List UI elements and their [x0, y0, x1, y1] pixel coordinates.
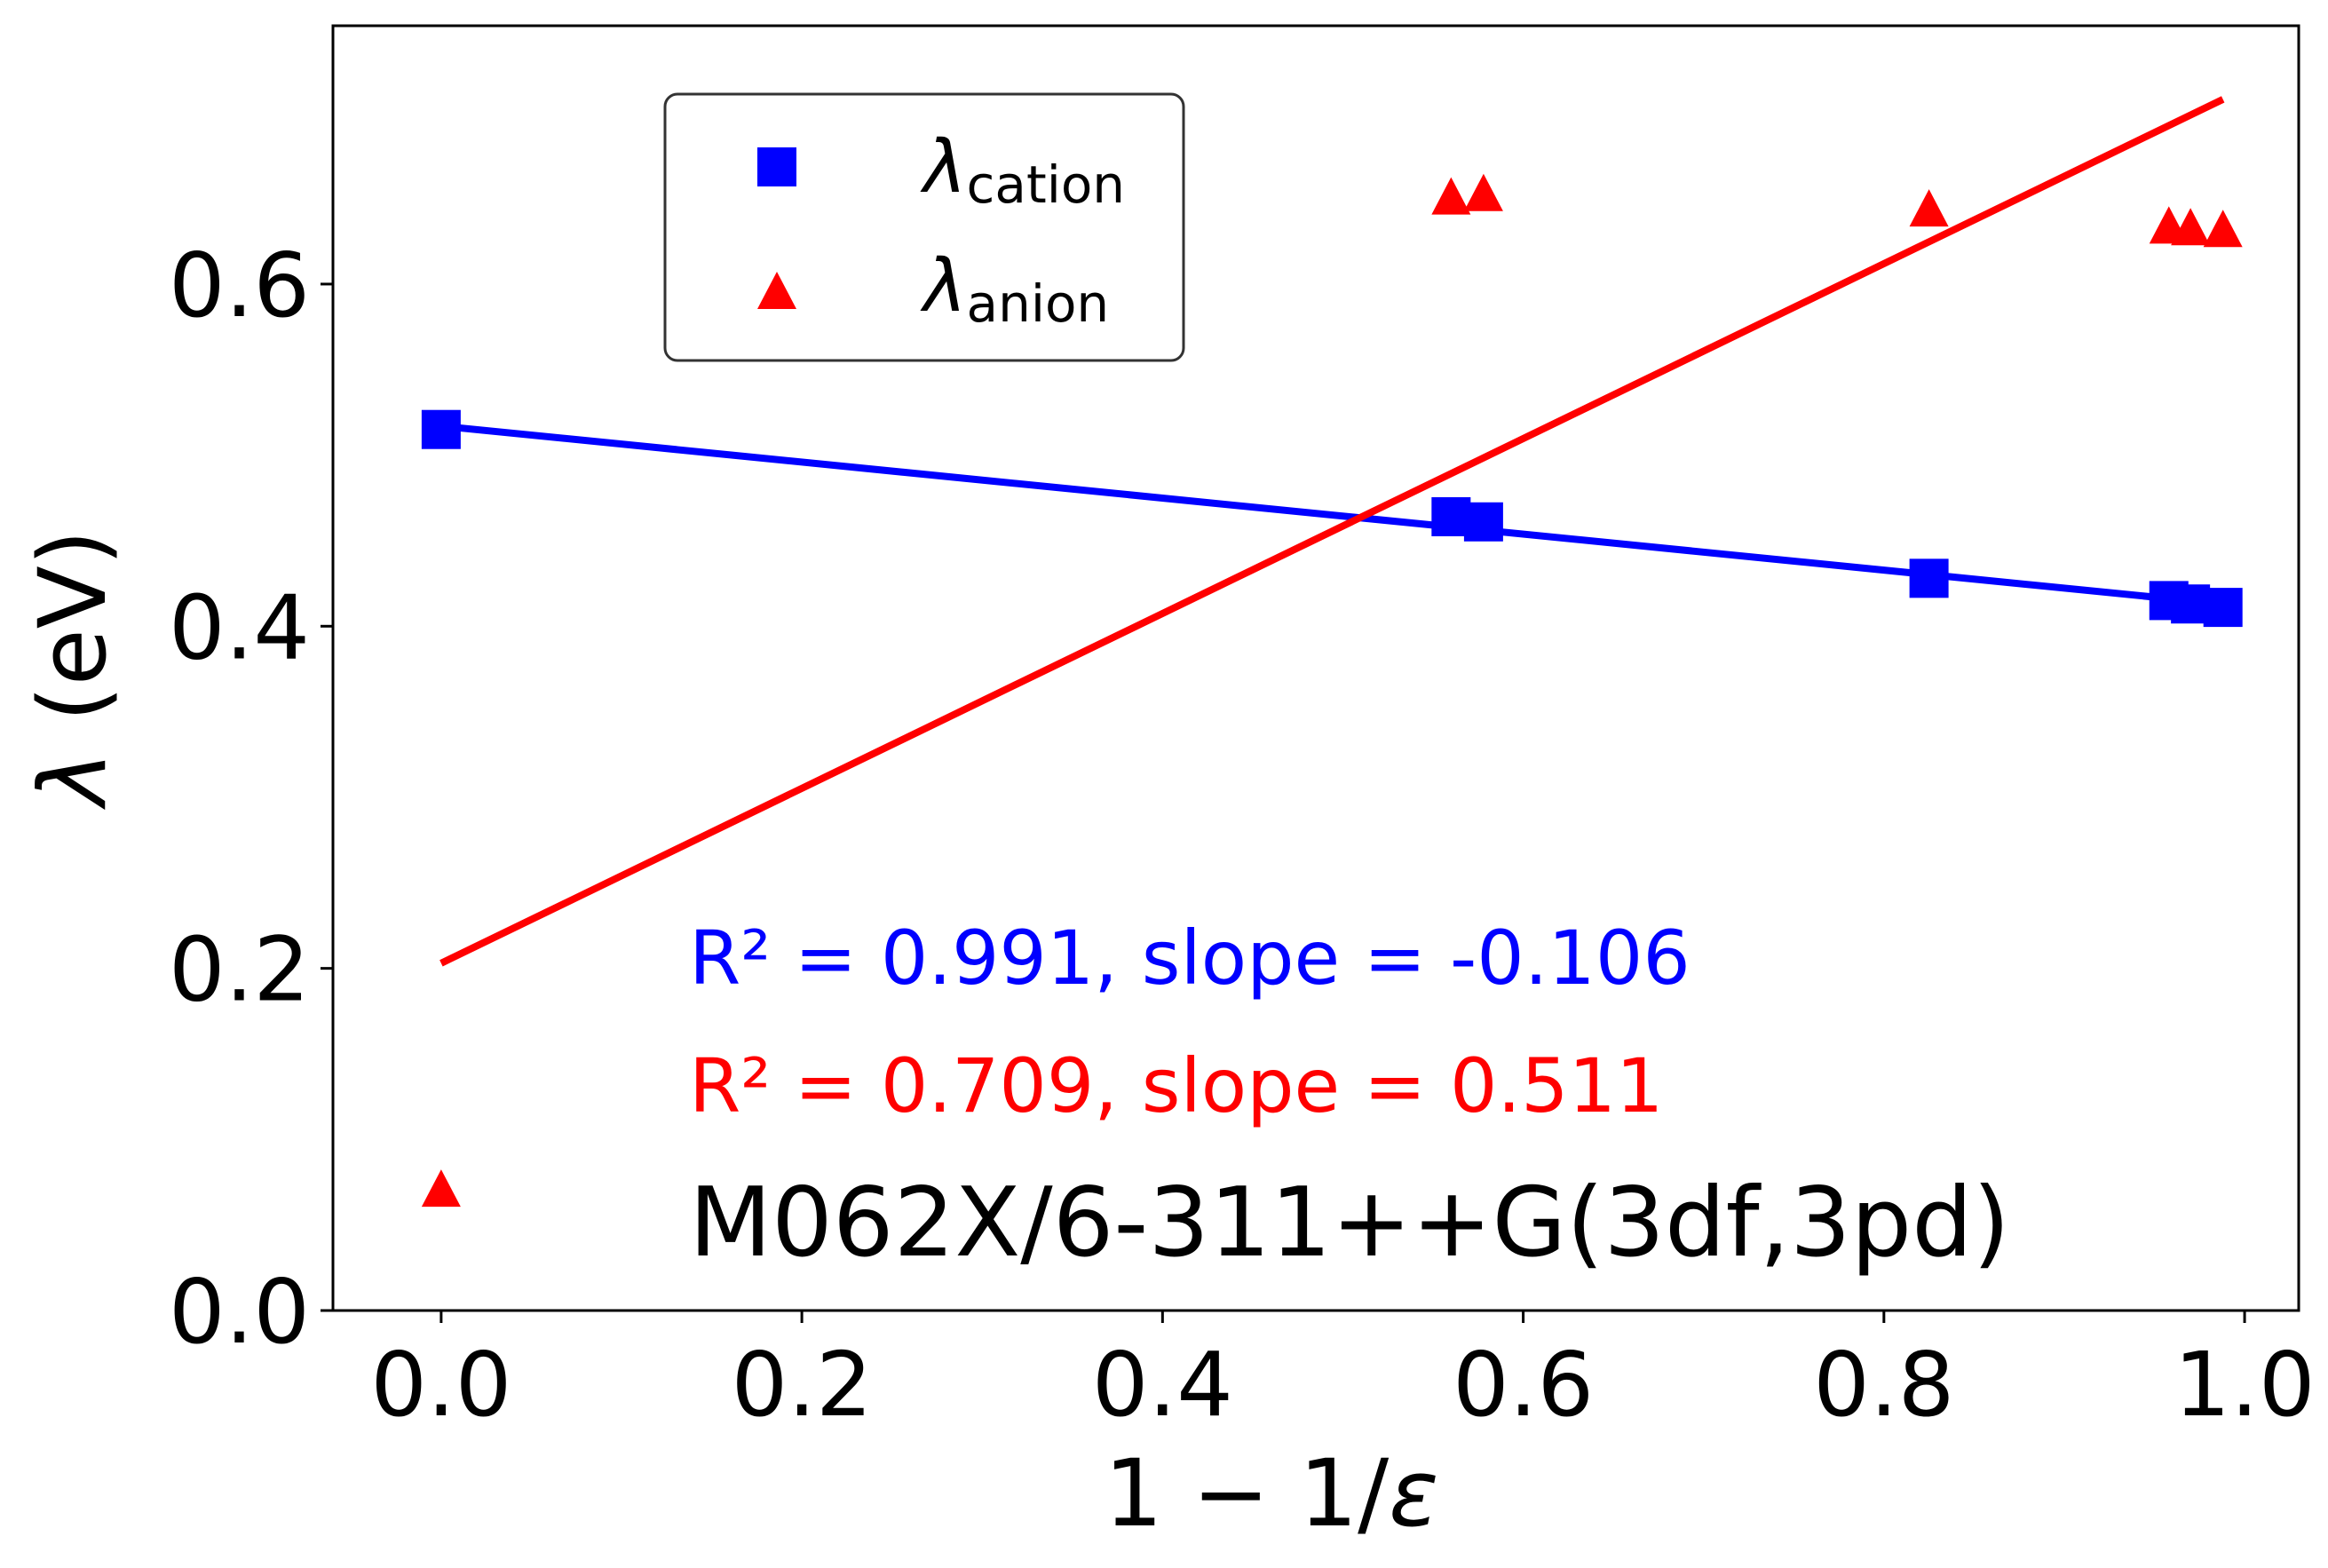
legend-anion-label: λanion	[920, 244, 1109, 334]
x-tick-label: 0.8	[1813, 1333, 1954, 1437]
anion-data-point	[421, 1169, 461, 1208]
x-axis: 0.0 0.2 0.4 0.6 0.8 1.0	[370, 1311, 2316, 1437]
y-tick-label: 0.2	[169, 918, 310, 1022]
anion-fit-line	[439, 96, 2225, 967]
anion-data-point	[2171, 208, 2211, 246]
cation-data-point	[2203, 588, 2243, 628]
cation-data-point	[1463, 502, 1503, 542]
y-tick-label: 0.0	[169, 1260, 310, 1364]
y-axis-label: λ (eV)	[19, 530, 127, 811]
x-tick-label: 0.0	[370, 1333, 511, 1437]
anion-data-point	[1463, 173, 1503, 211]
x-tick-label: 0.6	[1453, 1333, 1594, 1437]
x-tick-label: 1.0	[2174, 1333, 2316, 1437]
cation-data-point	[1909, 558, 1949, 598]
y-tick-label: 0.6	[169, 234, 310, 337]
method-label: M062X/6-311++G(3df,3pd)	[689, 1168, 2010, 1279]
y-axis: 0.0 0.2 0.4 0.6	[169, 234, 333, 1364]
cation-data-point	[421, 409, 461, 449]
data-markers	[421, 173, 2243, 1208]
anion-data-point	[1431, 177, 1471, 215]
legend-cation-label: λcation	[920, 125, 1125, 215]
anion-data-point	[1909, 189, 1949, 227]
x-axis-label: 1 − 1/ε	[1105, 1439, 1439, 1548]
x-tick-label: 0.4	[1092, 1333, 1233, 1437]
legend-cation-marker	[757, 147, 796, 186]
anion-fit-annotation: R² = 0.709, slope = 0.511	[689, 1042, 1663, 1129]
plot-frame	[331, 24, 2300, 1312]
legend-anion-marker	[757, 272, 796, 309]
y-tick-label: 0.4	[169, 575, 310, 679]
legend: λcation λanion	[663, 92, 1185, 362]
x-tick-label: 0.2	[732, 1333, 873, 1437]
anion-data-point	[2203, 210, 2243, 248]
cation-fit-annotation: R² = 0.991, slope = -0.106	[689, 915, 1691, 1002]
